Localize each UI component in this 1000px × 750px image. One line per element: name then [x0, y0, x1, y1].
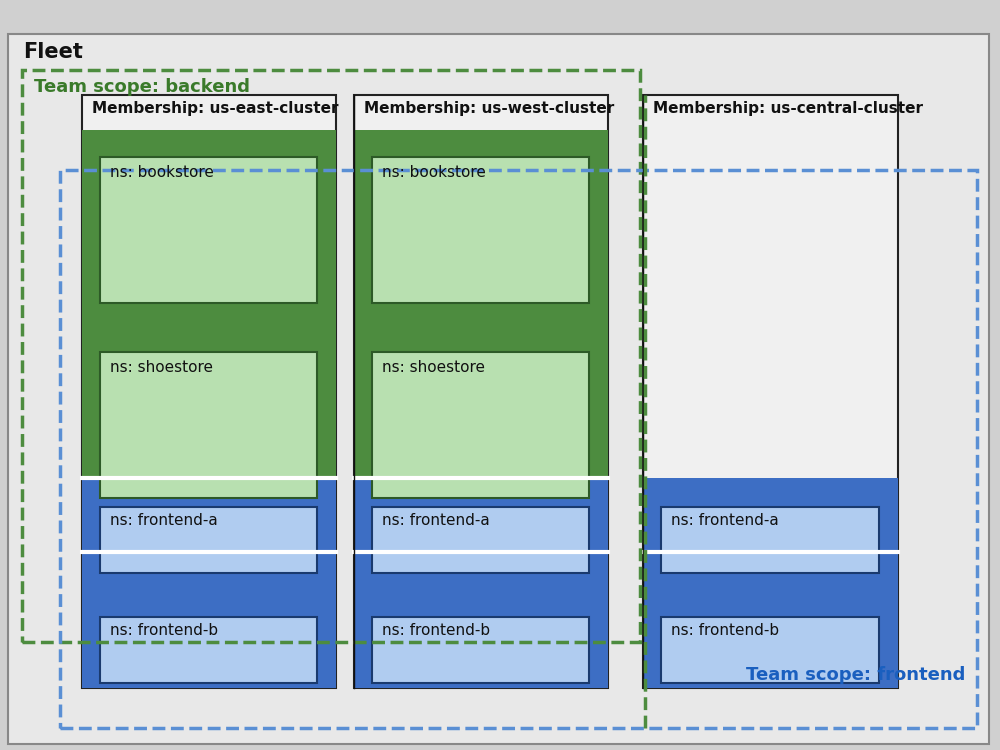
- FancyBboxPatch shape: [100, 507, 317, 573]
- FancyBboxPatch shape: [372, 352, 589, 498]
- FancyBboxPatch shape: [82, 478, 336, 688]
- FancyBboxPatch shape: [643, 95, 898, 688]
- Text: ns: shoestore: ns: shoestore: [382, 360, 485, 375]
- FancyBboxPatch shape: [354, 478, 608, 688]
- Text: ns: frontend-b: ns: frontend-b: [110, 623, 218, 638]
- Text: Fleet: Fleet: [23, 42, 83, 62]
- FancyBboxPatch shape: [354, 95, 608, 688]
- FancyBboxPatch shape: [354, 130, 608, 478]
- FancyBboxPatch shape: [82, 130, 336, 478]
- FancyBboxPatch shape: [372, 507, 589, 573]
- Text: ns: frontend-a: ns: frontend-a: [382, 513, 490, 528]
- Text: ns: bookstore: ns: bookstore: [110, 165, 214, 180]
- FancyBboxPatch shape: [100, 157, 317, 303]
- Text: Membership: us-east-cluster: Membership: us-east-cluster: [92, 101, 338, 116]
- FancyBboxPatch shape: [372, 157, 589, 303]
- FancyBboxPatch shape: [82, 95, 336, 688]
- Text: ns: frontend-a: ns: frontend-a: [110, 513, 217, 528]
- FancyBboxPatch shape: [661, 617, 879, 683]
- Text: Membership: us-west-cluster: Membership: us-west-cluster: [364, 101, 614, 116]
- Text: Membership: us-central-cluster: Membership: us-central-cluster: [653, 101, 923, 116]
- FancyBboxPatch shape: [100, 352, 317, 498]
- FancyBboxPatch shape: [372, 617, 589, 683]
- FancyBboxPatch shape: [100, 617, 317, 683]
- Text: ns: bookstore: ns: bookstore: [382, 165, 486, 180]
- FancyBboxPatch shape: [643, 478, 898, 688]
- FancyBboxPatch shape: [8, 34, 989, 744]
- Text: ns: frontend-b: ns: frontend-b: [671, 623, 779, 638]
- Text: Team scope: frontend: Team scope: frontend: [746, 666, 965, 684]
- Text: Team scope: backend: Team scope: backend: [34, 78, 250, 96]
- FancyBboxPatch shape: [661, 507, 879, 573]
- Text: ns: shoestore: ns: shoestore: [110, 360, 213, 375]
- Text: ns: frontend-b: ns: frontend-b: [382, 623, 490, 638]
- Text: ns: frontend-a: ns: frontend-a: [671, 513, 779, 528]
